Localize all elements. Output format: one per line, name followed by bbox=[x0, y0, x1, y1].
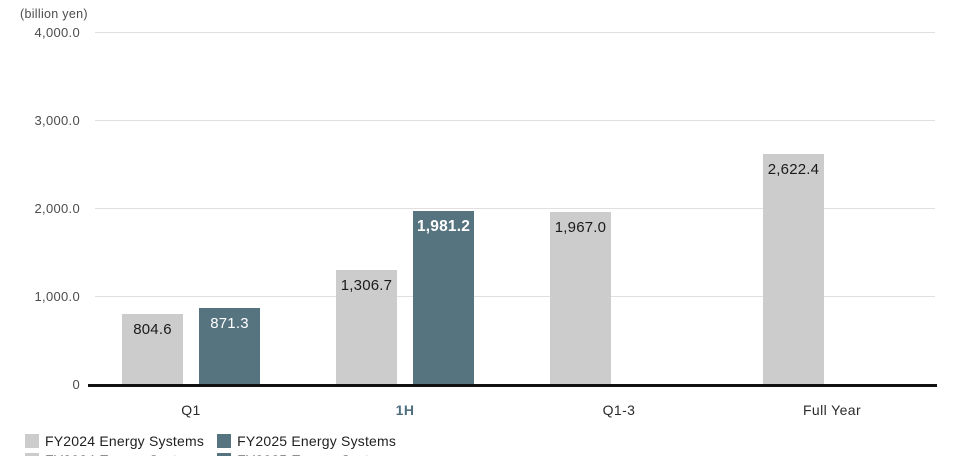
legend-swatch-icon bbox=[217, 434, 232, 448]
gridline-2000 bbox=[95, 208, 935, 209]
bar-value-label: 1,306.7 bbox=[340, 277, 393, 294]
y-axis-unit-label: (billion yen) bbox=[20, 7, 88, 21]
legend-label: FY2025 Energy Systems bbox=[237, 452, 396, 456]
legend: FY2024 Energy Systems FY2025 Energy Syste… bbox=[25, 433, 396, 449]
legend-item: FY2024 Energy Systems bbox=[25, 452, 204, 456]
y-tick-label: 1,000.0 bbox=[34, 289, 80, 304]
legend-label: FY2024 Energy Systems bbox=[45, 433, 205, 449]
legend-label: FY2025 Energy Systems bbox=[237, 433, 397, 449]
y-tick-label: 3,000.0 bbox=[34, 113, 80, 128]
x-axis-line bbox=[88, 384, 937, 387]
bar-fy2024-energy-systems-q1 bbox=[122, 314, 183, 385]
x-category-label-q1-3: Q1-3 bbox=[602, 402, 636, 418]
legend-swatch-icon bbox=[217, 453, 232, 456]
bar-fy2025-energy-systems-q1 bbox=[199, 308, 260, 385]
x-category-label-full-year: Full Year bbox=[802, 402, 862, 418]
legend-partial-cutoff: FY2024 Energy Systems FY2025 Energy Syste… bbox=[25, 452, 396, 456]
bar-fy2024-energy-systems-1h bbox=[336, 270, 397, 385]
bar-value-label: 2,622.4 bbox=[767, 161, 820, 178]
legend-label: FY2024 Energy Systems bbox=[45, 452, 204, 456]
legend-item: FY2025 Energy Systems bbox=[217, 433, 396, 449]
gridline-1000 bbox=[95, 296, 935, 297]
bar-value-label: 804.6 bbox=[133, 321, 172, 338]
legend-swatch-icon bbox=[25, 434, 39, 448]
y-tick-label: 2,000.0 bbox=[34, 201, 80, 216]
x-category-label-q1: Q1 bbox=[181, 402, 201, 418]
legend-swatch-icon bbox=[25, 453, 39, 456]
y-tick-label: 0 bbox=[72, 377, 80, 392]
legend-item: FY2025 Energy Systems bbox=[217, 452, 396, 456]
bar-value-label: 871.3 bbox=[210, 315, 249, 332]
bar-value-label: 1,981.2 bbox=[416, 218, 471, 235]
gridline-4000 bbox=[95, 32, 935, 33]
bar-fy2024-energy-systems-q1-3 bbox=[550, 212, 611, 385]
y-tick-label: 4,000.0 bbox=[34, 25, 80, 40]
legend-item: FY2024 Energy Systems bbox=[25, 433, 204, 449]
x-category-label-1h: 1H bbox=[395, 402, 415, 418]
bar-value-label: 1,967.0 bbox=[554, 219, 607, 236]
bar-fy2024-energy-systems-full-year bbox=[763, 154, 824, 385]
bar-fy2025-energy-systems-1h bbox=[413, 211, 474, 385]
gridline-3000 bbox=[95, 120, 935, 121]
